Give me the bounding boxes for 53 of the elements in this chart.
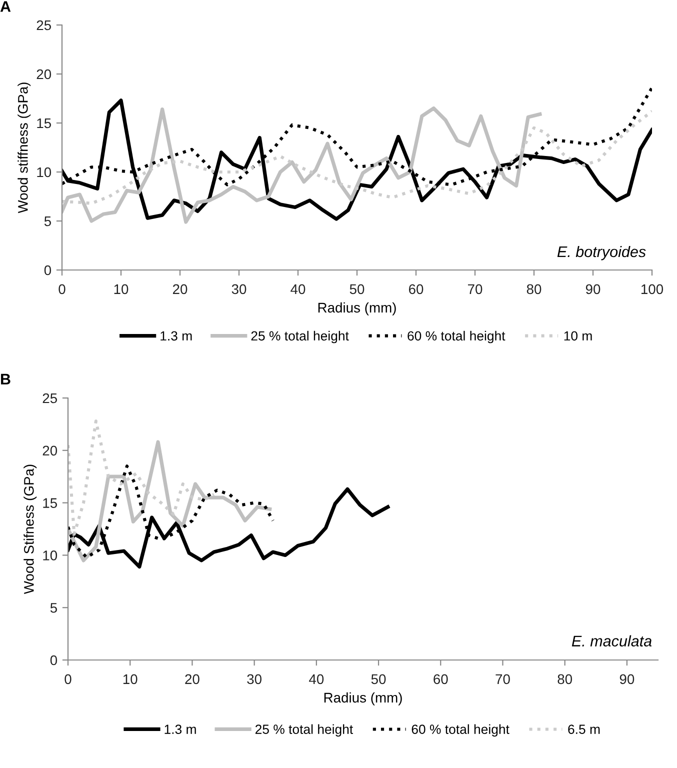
y-tick-label: 5 xyxy=(50,603,57,613)
legend-label: 6.5 m xyxy=(568,724,600,734)
x-tick-label: 70 xyxy=(468,284,482,294)
y-axis-title: Wood stiffness (GPa) xyxy=(18,82,31,214)
y-tick-label: 0 xyxy=(44,265,52,276)
y-tick-label: 20 xyxy=(42,446,58,456)
annotation: E. botryoides xyxy=(557,246,646,260)
x-tick-label: 0 xyxy=(58,284,66,294)
x-tick-label: 30 xyxy=(232,284,246,294)
y-tick-label: 10 xyxy=(43,550,58,560)
y-tick-label: 15 xyxy=(37,118,52,128)
legend-label: 10 m xyxy=(564,331,592,341)
x-tick-label: 40 xyxy=(290,284,306,294)
y-tick-label: 10 xyxy=(37,167,52,178)
x-tick-label: 10 xyxy=(123,674,138,684)
legend-label: 25 % total height xyxy=(251,330,349,344)
chart-title: A xyxy=(0,1,11,12)
x-tick-label: 90 xyxy=(620,674,634,684)
y-tick-label: 20 xyxy=(36,69,52,80)
x-tick-label: 70 xyxy=(496,674,510,684)
x-tick-label: 30 xyxy=(247,674,262,684)
x-tick-label: 0 xyxy=(64,674,72,684)
line-series xyxy=(68,420,216,536)
line-series xyxy=(62,106,542,224)
y-tick-label: 25 xyxy=(42,393,58,404)
x-axis-title: Radius (mm) xyxy=(324,692,402,706)
x-tick-label: 50 xyxy=(350,284,364,294)
x-tick-label: 60 xyxy=(408,284,424,294)
y-tick-label: 15 xyxy=(43,498,58,508)
x-tick-label: 90 xyxy=(586,284,600,294)
x-tick-label: 100 xyxy=(641,284,664,294)
legend-label: 60 % total height xyxy=(412,724,510,737)
chart-title: B xyxy=(1,374,10,384)
x-tick-label: 10 xyxy=(114,284,128,294)
x-tick-label: 80 xyxy=(558,674,572,684)
x-tick-label: 40 xyxy=(309,674,324,684)
annotation: E. maculata xyxy=(572,635,652,646)
legend-label: 1.3 m xyxy=(164,724,196,734)
x-tick-label: 20 xyxy=(172,284,188,294)
x-tick-label: 20 xyxy=(185,674,200,684)
x-tick-label: 60 xyxy=(434,674,448,684)
x-axis-title: Radius (mm) xyxy=(318,302,396,316)
x-tick-label: 50 xyxy=(371,674,386,684)
y-tick-label: 25 xyxy=(36,20,52,30)
line-series xyxy=(62,110,652,205)
legend-label: 25 % total height xyxy=(255,724,354,737)
y-tick-label: 0 xyxy=(50,655,58,666)
legend-label: 60 % total height xyxy=(408,330,506,344)
y-axis-title: Wood Stifness (GPa) xyxy=(24,464,37,594)
y-tick-label: 5 xyxy=(44,216,51,226)
line-series xyxy=(68,440,272,562)
x-tick-label: 80 xyxy=(526,284,542,294)
legend-label: 1.3 m xyxy=(160,331,192,341)
